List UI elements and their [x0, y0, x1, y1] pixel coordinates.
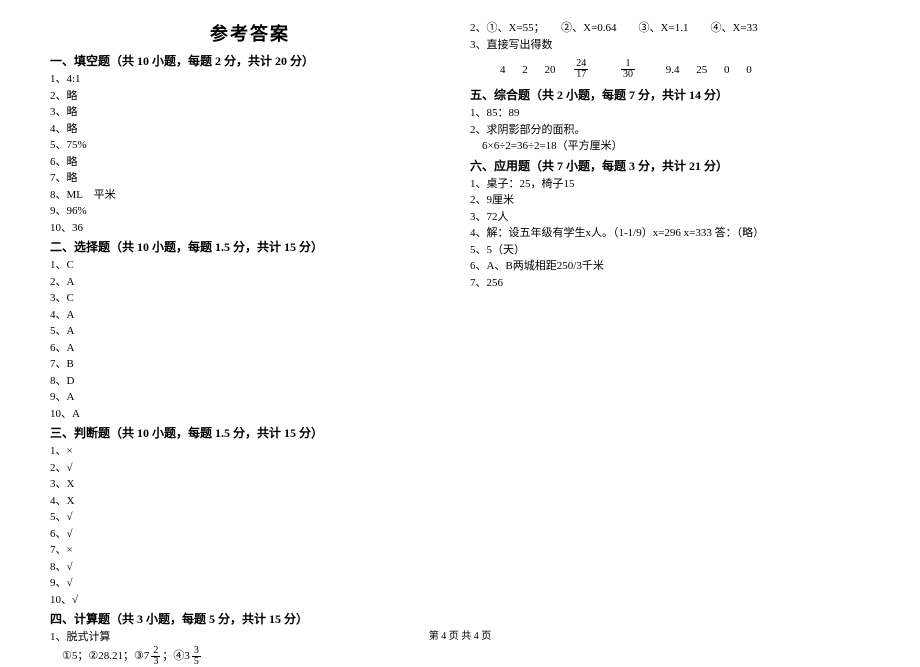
- s6-item: 5、5（天）: [470, 242, 870, 259]
- s2-item: 3、C: [50, 290, 450, 307]
- s1-item: 3、略: [50, 104, 450, 121]
- answers-row: 4 2 20 2417 130 9.4 25 0 0: [500, 59, 870, 80]
- s2-item: 2、A: [50, 274, 450, 291]
- s1-item: 4、略: [50, 121, 450, 138]
- s1-item: 6、略: [50, 154, 450, 171]
- s2-item: 6、A: [50, 340, 450, 357]
- section-2-head: 二、选择题（共 10 小题，每题 1.5 分，共计 15 分）: [50, 238, 450, 255]
- s6-item: 3、72人: [470, 209, 870, 226]
- section-1-head: 一、填空题（共 10 小题，每题 2 分，共计 20 分）: [50, 52, 450, 69]
- s2-item: 9、A: [50, 389, 450, 406]
- s3-item: 7、×: [50, 542, 450, 559]
- calc-mid: ；④3: [162, 650, 190, 662]
- s3-item: 9、√: [50, 575, 450, 592]
- s1-item: 9、96%: [50, 203, 450, 220]
- section-3-head: 三、判断题（共 10 小题，每题 1.5 分，共计 15 分）: [50, 424, 450, 441]
- s2-item: 5、A: [50, 323, 450, 340]
- s1-item: 5、75%: [50, 137, 450, 154]
- r-line: 2、①、X=55； ②、X=0.64 ③、X=1.1 ④、X=33: [470, 20, 870, 37]
- s1-item: 2、略: [50, 88, 450, 105]
- section-4-head: 四、计算题（共 3 小题，每题 5 分，共计 15 分）: [50, 610, 450, 627]
- s2-item: 8、D: [50, 373, 450, 390]
- s2-item: 7、B: [50, 356, 450, 373]
- s3-item: 2、√: [50, 460, 450, 477]
- s3-item: 4、X: [50, 493, 450, 510]
- calc-prefix: ①5；②28.21；③7: [62, 650, 149, 662]
- s3-item: 3、X: [50, 476, 450, 493]
- page-footer: 第 4 页 共 4 页: [0, 627, 920, 642]
- s6-item: 7、256: [470, 275, 870, 292]
- s1-item: 10、36: [50, 220, 450, 237]
- s5-item: 1、85：89: [470, 105, 870, 122]
- s2-item: 10、A: [50, 406, 450, 423]
- s3-item: 6、√: [50, 526, 450, 543]
- fraction: 2417: [574, 59, 602, 80]
- fraction: 35: [192, 646, 201, 667]
- fraction: 130: [621, 59, 649, 80]
- s5-item: 2、求阴影部分的面积。: [470, 122, 870, 139]
- s1-item: 8、ML 平米: [50, 187, 450, 204]
- s2-item: 1、C: [50, 257, 450, 274]
- s1-item: 1、4:1: [50, 71, 450, 88]
- s6-item: 4、解：设五年级有学生x人。（1-1/9）x=296 x=333 答：（略）: [470, 225, 870, 242]
- s3-item: 8、√: [50, 559, 450, 576]
- s3-item: 5、√: [50, 509, 450, 526]
- s2-item: 4、A: [50, 307, 450, 324]
- doc-title: 参考答案: [50, 20, 450, 46]
- s6-item: 1、桌子：25，椅子15: [470, 176, 870, 193]
- s1-item: 7、略: [50, 170, 450, 187]
- fraction: 23: [151, 646, 160, 667]
- s5-item: 6×6÷2=36÷2=18（平方厘米）: [470, 138, 870, 155]
- section-5-head: 五、综合题（共 2 小题，每题 7 分，共计 14 分）: [470, 86, 870, 103]
- s3-item: 1、×: [50, 443, 450, 460]
- r-line: 3、直接写出得数: [470, 37, 870, 54]
- section-6-head: 六、应用题（共 7 小题，每题 3 分，共计 21 分）: [470, 157, 870, 174]
- s4-calc: ①5；②28.21；③723；④335: [50, 646, 450, 667]
- s6-item: 6、A、B两城相距250/3千米: [470, 258, 870, 275]
- s3-item: 10、√: [50, 592, 450, 609]
- s6-item: 2、9厘米: [470, 192, 870, 209]
